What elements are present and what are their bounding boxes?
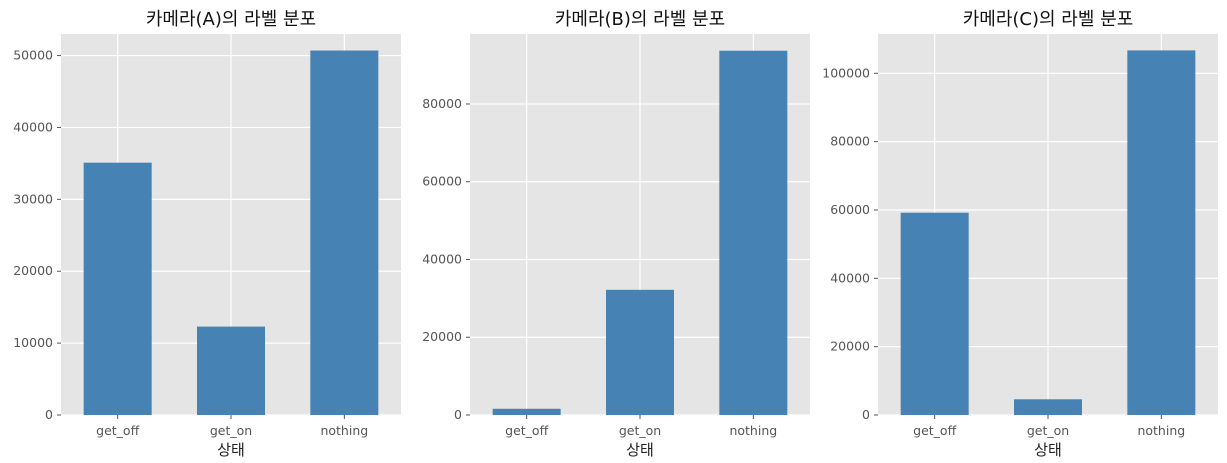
chart-a-xtick-label: nothing (320, 423, 368, 438)
chart-a-ytick-label: 30000 (13, 191, 53, 206)
chart-a-title: 카메라(A)의 라벨 분포 (146, 9, 316, 30)
chart-b-bar-get_off (492, 408, 561, 415)
chart-c-title: 카메라(C)의 라벨 분포 (963, 9, 1134, 30)
chart-c-ytick-label: 0 (862, 407, 870, 422)
chart-c-ytick-label: 100000 (822, 65, 870, 80)
chart-b-xaxis-label: 상태 (626, 441, 654, 459)
chart-b-ytick-label: 80000 (422, 96, 462, 111)
chart-b-bar-nothing (719, 50, 788, 415)
chart-a-ytick-label: 50000 (13, 48, 53, 63)
chart-c-xtick-label: get_on (1027, 423, 1069, 438)
chart-a-xtick-label: get_off (96, 423, 139, 438)
chart-a-xaxis-label: 상태 (217, 441, 245, 459)
chart-c-ytick-label: 20000 (830, 339, 870, 354)
chart-a-ytick-label: 20000 (13, 263, 53, 278)
chart-b-ytick-label: 0 (454, 407, 462, 422)
chart-a-ytick-label: 10000 (13, 335, 53, 350)
chart-a-xtick-label: get_on (210, 423, 252, 438)
chart-b-xtick-label: get_on (619, 423, 661, 438)
chart-c-bar-nothing (1127, 50, 1196, 415)
chart-c-ytick-label: 40000 (830, 270, 870, 285)
chart-b-xtick-label: nothing (729, 423, 777, 438)
chart-b-ytick-label: 60000 (422, 174, 462, 189)
chart-b-ytick-label: 40000 (422, 251, 462, 266)
chart-b-xtick-label: get_off (505, 423, 548, 438)
chart-c-bar-get_on (1014, 399, 1082, 415)
chart-b-title: 카메라(B)의 라벨 분포 (555, 9, 725, 30)
chart-a-ytick-label: 0 (45, 407, 53, 422)
chart-c-xtick-label: get_off (913, 423, 956, 438)
chart-c-xaxis-label: 상태 (1034, 441, 1062, 459)
chart-c-ytick-label: 80000 (830, 134, 870, 149)
chart-a-ytick-label: 40000 (13, 119, 53, 134)
chart-a-bar-get_on (197, 326, 265, 415)
chart-a-bar-get_off (83, 162, 152, 415)
chart-b-ytick-label: 20000 (422, 329, 462, 344)
chart-c-xtick-label: nothing (1137, 423, 1185, 438)
chart-c-bar-get_off (900, 212, 969, 415)
chart-a-bar-nothing (310, 50, 379, 415)
chart-c-ytick-label: 60000 (830, 202, 870, 217)
chart-b-bar-get_on (606, 289, 674, 415)
